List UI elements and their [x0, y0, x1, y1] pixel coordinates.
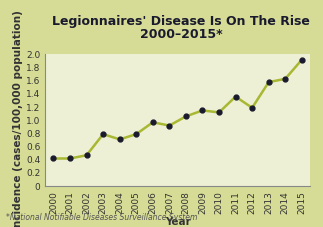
Y-axis label: Incidence (cases/100,000 population): Incidence (cases/100,000 population) [13, 10, 23, 227]
X-axis label: Year: Year [165, 217, 191, 227]
Text: 2000–2015*: 2000–2015* [140, 28, 222, 41]
Text: Legionnaires' Disease Is On The Rise: Legionnaires' Disease Is On The Rise [52, 15, 310, 28]
Text: *National Notifiable Diseases Surveillance System: *National Notifiable Diseases Surveillan… [6, 213, 198, 222]
